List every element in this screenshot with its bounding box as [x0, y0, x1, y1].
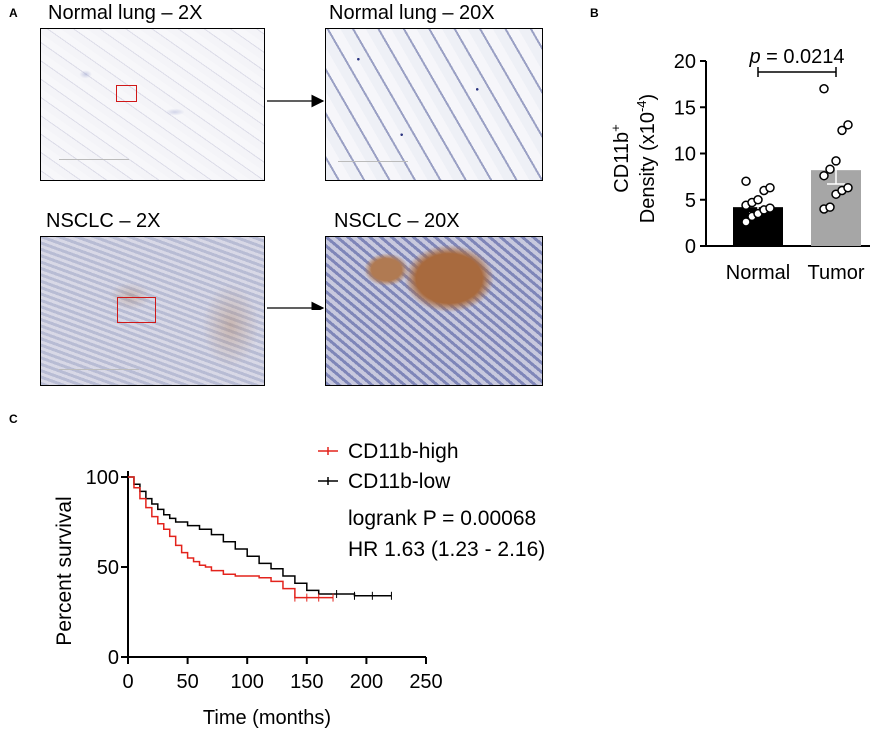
p-symbol: p: [748, 46, 760, 68]
data-point: [843, 120, 853, 130]
panel-a-label: A: [9, 6, 18, 20]
stats-annotation: HR 1.63 (1.23 - 2.16): [348, 538, 545, 561]
y-tick-label: 50: [97, 557, 119, 579]
x-tick-label: 100: [231, 671, 264, 693]
x-category-label: Normal: [726, 262, 790, 284]
data-point: [741, 217, 751, 227]
y-tick-label: 10: [674, 144, 696, 166]
y-label-sup: +: [608, 124, 623, 132]
data-point: [843, 182, 853, 193]
data-point: [741, 176, 751, 186]
normal-2x-title: Normal lung – 2X: [48, 2, 203, 24]
legend-label-low: CD11b-low: [348, 470, 451, 493]
data-point: [837, 125, 847, 136]
scale-bar: [338, 161, 408, 162]
x-axis-label: Time (months): [203, 707, 331, 729]
scale-bar: [59, 369, 139, 370]
p-value-text: = 0.0214: [761, 46, 845, 68]
y-label-sup: -4: [634, 100, 649, 112]
x-tick-label: 250: [409, 671, 442, 693]
x-tick-label: 200: [350, 671, 383, 693]
p-value-annotation: p = 0.0214: [748, 46, 844, 68]
data-point: [825, 202, 835, 212]
y-tick-label: 15: [674, 97, 696, 119]
data-point: [831, 156, 841, 166]
y-tick-label: 100: [86, 467, 119, 489]
x-category-label: Tumor: [807, 262, 864, 284]
legend-label-high: CD11b-high: [348, 440, 459, 463]
nsclc-2x-title: NSCLC – 2X: [46, 210, 161, 232]
data-point: [753, 195, 763, 205]
zoom-region-box: [116, 85, 137, 102]
nsclc-20x-title: NSCLC – 20X: [334, 210, 460, 232]
scale-bar: [59, 159, 129, 160]
zoom-arrows: [267, 94, 325, 310]
survival-curve-low: [128, 476, 392, 597]
y-axis-label: CD11b+ Density (x10-4): [608, 94, 659, 223]
y-tick-label: 0: [685, 236, 696, 258]
x-tick-label: 150: [290, 671, 323, 693]
zoom-region-box: [117, 297, 156, 323]
y-tick-label: 20: [674, 51, 696, 73]
y-label-text: CD11b: [611, 132, 633, 193]
data-point: [819, 84, 829, 94]
y-label-line2: Density (x10-4): [634, 94, 659, 223]
panel-c-label: C: [9, 412, 18, 426]
survival-chart-c: 0 50 100 0 50 100 150 200 250 Time (months) Percen…: [53, 440, 545, 729]
data-point: [765, 182, 775, 193]
x-tick-label: 0: [122, 671, 133, 693]
stats-annotation: logrank P = 0.00068: [348, 507, 536, 530]
y-label-line1: CD11b+: [608, 124, 633, 192]
nsclc-2x-image: [40, 236, 265, 386]
survival-curve-high: [128, 476, 334, 599]
data-point: [765, 203, 775, 213]
normal-lung-20x-image: [325, 28, 543, 181]
y-tick-label: 0: [108, 647, 119, 669]
x-tick-label: 50: [176, 671, 198, 693]
y-label-text: Density (x10: [637, 112, 659, 223]
normal-20x-title: Normal lung – 20X: [329, 2, 495, 24]
y-tick-label: 5: [685, 190, 696, 212]
y-axis-label: Percent survival: [53, 496, 76, 645]
y-label-text: ): [637, 94, 659, 101]
data-point: [825, 164, 835, 174]
normal-lung-2x-image: [40, 28, 265, 181]
panel-b-label: B: [590, 6, 599, 20]
nsclc-20x-image: [325, 236, 543, 386]
data-point: [819, 170, 829, 181]
